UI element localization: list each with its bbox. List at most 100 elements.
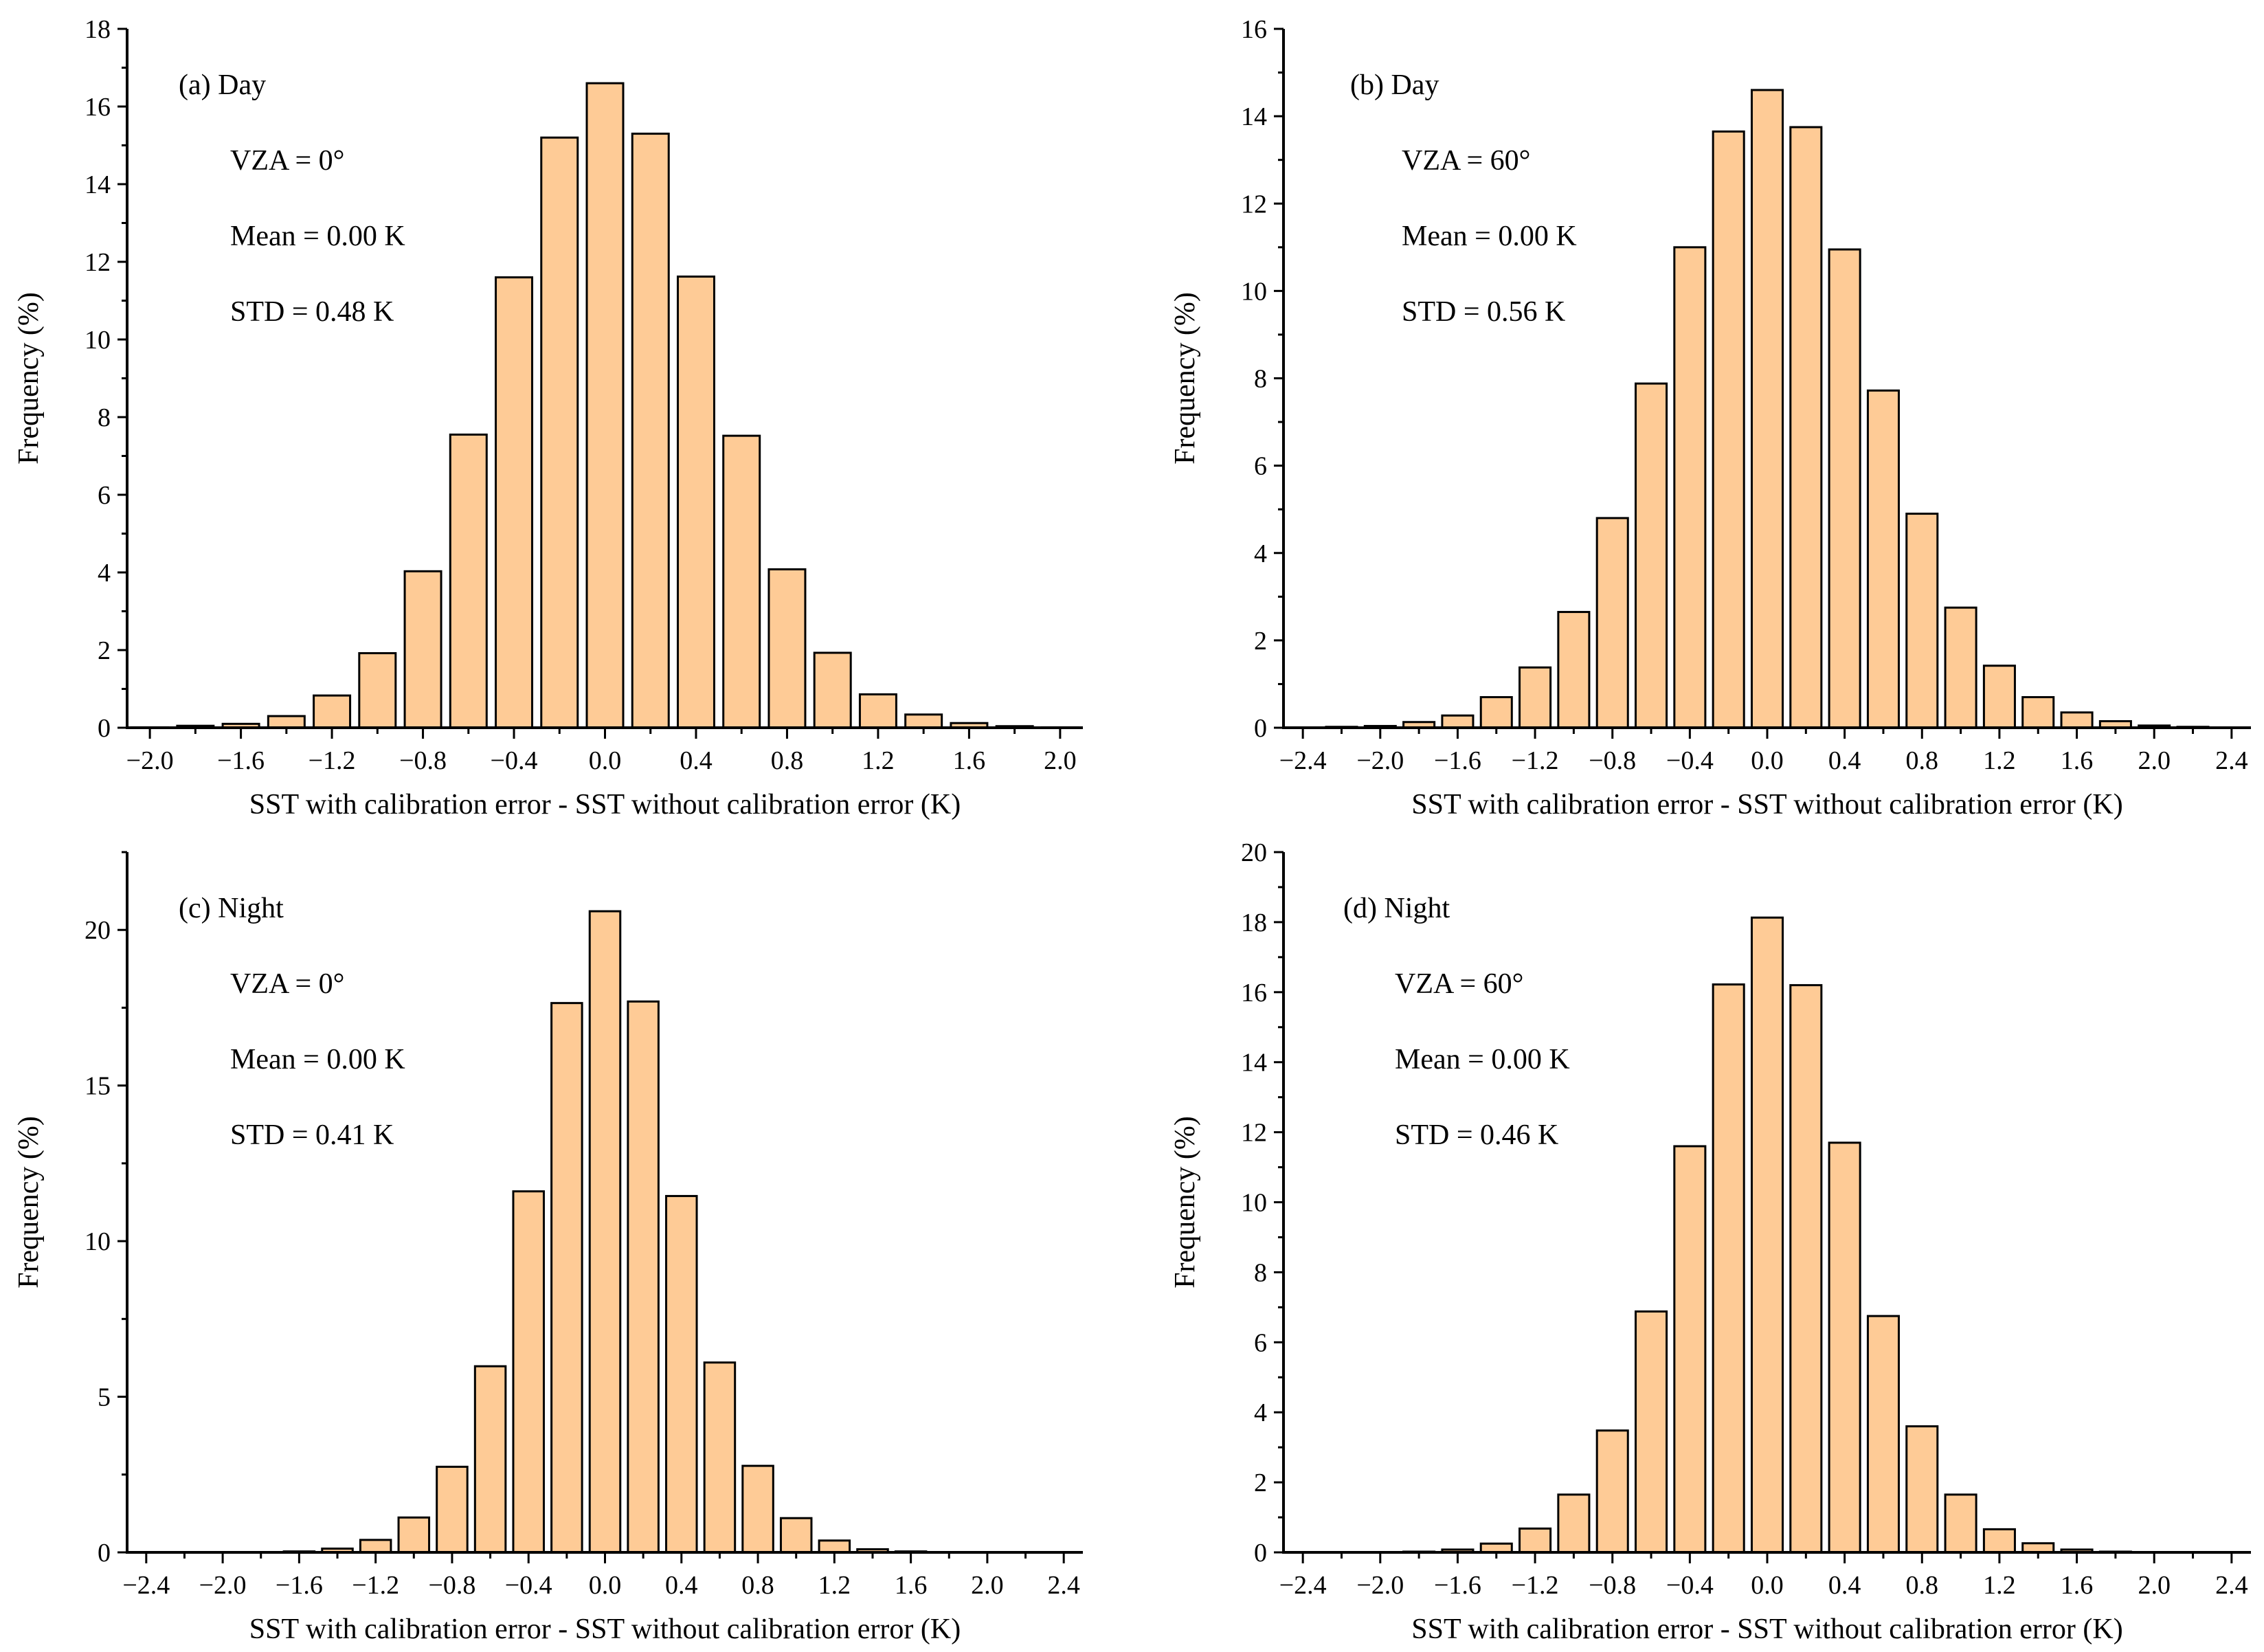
y-axis-label: Frequency (%): [1169, 1116, 1201, 1288]
histogram-bar: [585, 82, 625, 729]
histogram-bar: [358, 652, 397, 729]
histogram-bar: [1866, 1315, 1900, 1554]
histogram-bar: [436, 1465, 469, 1554]
x-tick-label: −2.4: [122, 1571, 170, 1600]
histogram-bar: [665, 1194, 698, 1554]
x-tick-label: −1.6: [1434, 746, 1481, 775]
x-tick-label: −1.2: [352, 1571, 399, 1600]
x-tick-label: −2.4: [1279, 1571, 1327, 1600]
histogram-bar: [631, 133, 670, 729]
x-tick-label: 0.8: [741, 1571, 774, 1600]
histogram-bar: [1595, 517, 1629, 729]
x-tick-label: −1.2: [309, 746, 356, 775]
y-tick-label: 14: [1241, 102, 1267, 131]
x-tick-label: 1.2: [862, 746, 895, 775]
y-tick-label: 14: [1241, 1049, 1267, 1078]
x-tick-label: 0.8: [1906, 1571, 1939, 1600]
y-tick-label: 18: [85, 15, 111, 44]
x-tick-label: 0.0: [589, 1571, 622, 1600]
x-tick-label: −1.6: [217, 746, 265, 775]
histogram-bar: [359, 1539, 392, 1554]
x-tick-label: 2.0: [1044, 746, 1077, 775]
histogram-bar: [779, 1517, 813, 1554]
y-tick-label: 6: [1254, 452, 1267, 481]
x-tick-label: −0.4: [491, 746, 538, 775]
x-tick-label: 0.0: [589, 746, 622, 775]
stat-annotation: VZA = 60°: [1402, 145, 1530, 177]
x-axis-label: SST with calibration error - SST without…: [1411, 1614, 2122, 1645]
x-tick-label: 2.0: [971, 1571, 1004, 1600]
x-tick-label: 0.4: [680, 746, 713, 775]
y-tick-label: 4: [98, 559, 111, 588]
histogram-bar: [267, 715, 306, 729]
histogram-bar: [722, 434, 761, 729]
chart-panel-3: 0 2 4 6 8 10 12 14 16 18 20 −2.4 −2.0 −1.6 −1.2 −0.8 −0.…: [1169, 838, 2251, 1645]
x-tick-label: 0.4: [1828, 1571, 1861, 1600]
x-tick-label: 0.8: [771, 746, 804, 775]
histogram-bar: [1518, 666, 1552, 729]
panel-label: (c) Night: [179, 893, 284, 924]
y-tick-label: 6: [1254, 1328, 1267, 1357]
y-tick-label: 10: [1241, 1189, 1267, 1218]
x-tick-label: 1.2: [1983, 746, 2016, 775]
x-tick-label: 2.4: [1047, 1571, 1080, 1600]
histogram-bar: [313, 694, 352, 729]
x-tick-label: −0.8: [1589, 1571, 1636, 1600]
histogram-bar: [2021, 696, 2055, 729]
y-tick-label: 8: [1254, 1258, 1267, 1287]
y-tick-label: 20: [1241, 838, 1267, 867]
y-tick-label: 6: [98, 481, 111, 510]
y-tick-label: 16: [1241, 979, 1267, 1007]
x-tick-label: −0.4: [1666, 746, 1714, 775]
stat-annotation: STD = 0.41 K: [230, 1119, 394, 1151]
y-tick-label: 8: [1254, 365, 1267, 394]
stat-annotation: STD = 0.46 K: [1395, 1119, 1558, 1151]
x-tick-label: 1.2: [1983, 1571, 2016, 1600]
y-axis-label: Frequency (%): [13, 1116, 45, 1288]
stat-annotation: Mean = 0.00 K: [1402, 221, 1577, 252]
histogram-bar: [818, 1539, 851, 1554]
y-tick-label: 10: [1241, 277, 1267, 306]
y-tick-label: 16: [85, 93, 111, 122]
x-tick-label: 0.8: [1906, 746, 1939, 775]
y-tick-label: 4: [1254, 539, 1267, 568]
x-tick-label: 0.4: [1828, 746, 1861, 775]
x-tick-label: −1.6: [1434, 1571, 1481, 1600]
histogram-bar: [512, 1190, 545, 1554]
histogram-bar: [1944, 606, 1977, 729]
histogram-bar: [1789, 126, 1823, 729]
histogram-bar: [627, 1000, 660, 1554]
x-axis-label: SST with calibration error - SST without…: [1411, 789, 2122, 821]
x-tick-label: 2.0: [2138, 1571, 2171, 1600]
x-tick-label: 2.0: [2138, 746, 2171, 775]
x-tick-label: −0.4: [505, 1571, 552, 1600]
stat-annotation: VZA = 0°: [230, 968, 344, 1000]
histogram-bar: [1982, 665, 2016, 729]
x-tick-label: 0.0: [1751, 1571, 1784, 1600]
histogram-bar: [703, 1361, 737, 1554]
histogram-bar: [1635, 382, 1668, 729]
histogram-bar: [550, 1002, 583, 1554]
histogram-bar: [767, 568, 807, 729]
histogram-bar: [1828, 1141, 1861, 1554]
y-tick-label: 20: [85, 916, 111, 945]
histogram-bar: [397, 1516, 431, 1554]
y-tick-label: 16: [1241, 15, 1267, 44]
stat-annotation: Mean = 0.00 K: [230, 221, 405, 252]
y-tick-label: 2: [98, 636, 111, 665]
chart-panel-0: 0 2 4 6 8 10 12 14 16 18 −2.0 −1.6 −1.2 −0.8 −0.4 0.0 0.…: [13, 15, 1083, 821]
histogram-bar: [1944, 1493, 1977, 1554]
panel-label: (d) Night: [1343, 893, 1450, 924]
histogram-bar: [1828, 248, 1861, 729]
histogram-bar: [904, 713, 943, 729]
histogram-bar: [1557, 611, 1591, 729]
panel-label: (a) Day: [179, 69, 266, 101]
x-tick-label: 1.6: [2061, 1571, 2094, 1600]
y-tick-label: 14: [85, 170, 111, 199]
histogram-bar: [858, 693, 897, 729]
histogram-bar: [2060, 711, 2094, 729]
histogram-bar: [540, 136, 579, 729]
y-tick-label: 2: [1254, 627, 1267, 656]
y-tick-label: 15: [85, 1072, 111, 1101]
